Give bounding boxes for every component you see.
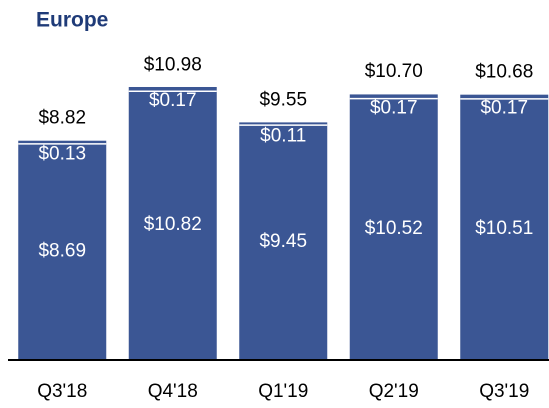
x-tick-label: Q4'18 xyxy=(148,381,198,402)
total-label: $9.55 xyxy=(259,90,307,111)
data-label: $0.17 xyxy=(480,98,528,119)
total-label: $10.68 xyxy=(475,62,533,83)
data-label: $9.45 xyxy=(259,231,307,252)
x-tick-label: Q3'18 xyxy=(37,381,87,402)
bar-segment xyxy=(128,91,217,359)
bar-segment xyxy=(128,86,217,92)
bar-segment xyxy=(349,94,438,99)
bar-segment xyxy=(18,140,107,144)
data-label: $0.17 xyxy=(149,90,197,111)
total-label: $10.98 xyxy=(144,54,202,75)
data-label: $10.51 xyxy=(475,218,533,239)
x-tick-label: Q2'19 xyxy=(369,381,419,402)
total-label: $8.82 xyxy=(38,108,86,129)
bar-segment xyxy=(18,143,107,359)
bar-segment xyxy=(239,122,328,126)
total-label: $10.70 xyxy=(365,61,423,82)
data-label: $0.11 xyxy=(260,125,306,146)
bar-segment xyxy=(349,98,438,359)
x-tick-label: Q3'19 xyxy=(479,381,529,402)
bar-segment xyxy=(460,94,549,99)
x-tick-label: Q1'19 xyxy=(258,381,308,402)
data-label: $0.17 xyxy=(370,97,418,118)
data-label: $0.13 xyxy=(38,144,86,165)
data-label: $10.82 xyxy=(144,214,202,235)
bar-segment xyxy=(460,98,549,359)
chart-title: Europe xyxy=(36,9,108,32)
bar-segment xyxy=(239,125,328,359)
data-label: $10.52 xyxy=(365,218,423,239)
data-label: $8.69 xyxy=(38,240,86,261)
